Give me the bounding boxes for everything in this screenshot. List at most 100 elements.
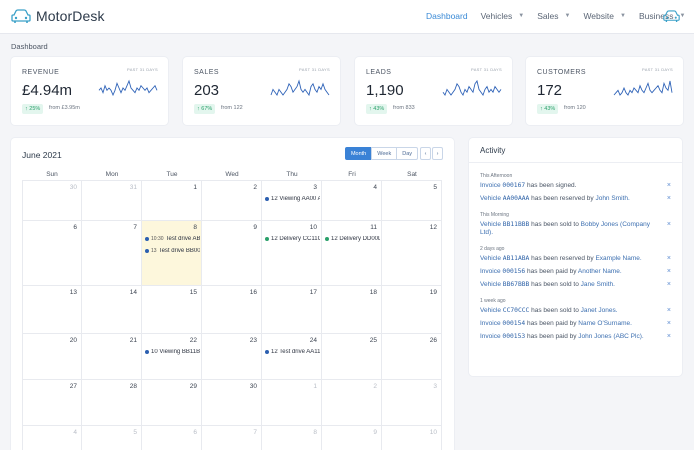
stat-card-customers[interactable]: CUSTOMERS PAST 31 DAYS 172 ↑ 43% from 120: [526, 57, 683, 125]
calendar-day[interactable]: 4: [22, 426, 82, 450]
stat-card-sales[interactable]: SALES PAST 31 DAYS 203 ↑ 67% from 122: [183, 57, 340, 125]
calendar-day[interactable]: 23: [202, 334, 262, 379]
activity-ref[interactable]: 000153: [502, 333, 526, 340]
activity-ref[interactable]: AB11ABA: [502, 255, 530, 262]
calendar-day[interactable]: 30: [22, 181, 82, 220]
calendar-day[interactable]: 10 12 Delivery CC11CCC: [262, 221, 322, 285]
activity-item[interactable]: Invoice 000156 has been paid by Another …: [480, 268, 672, 276]
car-menu-button[interactable]: [663, 9, 680, 25]
calendar-day[interactable]: 5: [82, 426, 142, 450]
calendar-day[interactable]: 13: [22, 286, 82, 333]
activity-item[interactable]: Vehicle BB67BBB has been sold to Jane Sm…: [480, 281, 672, 289]
calendar-day[interactable]: 19: [382, 286, 442, 333]
activity-ref[interactable]: 000156: [502, 268, 526, 275]
calendar-day[interactable]: 29: [142, 380, 202, 425]
day-number: 14: [129, 289, 137, 296]
close-icon[interactable]: ×: [666, 268, 671, 275]
calendar-day[interactable]: 8: [262, 426, 322, 450]
calendar-day[interactable]: 10: [382, 426, 442, 450]
close-icon[interactable]: ×: [666, 195, 671, 202]
close-icon[interactable]: ×: [666, 333, 671, 340]
next-month-button[interactable]: ›: [432, 147, 443, 160]
activity-text: Another Name.: [577, 268, 622, 275]
calendar-day[interactable]: 6: [142, 426, 202, 450]
calendar-event[interactable]: 12 Viewing AA00 AAA: [265, 196, 320, 202]
calendar-event[interactable]: 12 Delivery CC11CCC: [265, 236, 320, 242]
calendar-day[interactable]: 15: [142, 286, 202, 333]
activity-text: has been reserved by: [529, 255, 596, 262]
calendar-day[interactable]: 3: [382, 380, 442, 425]
event-dot-icon: [265, 350, 269, 354]
activity-item[interactable]: Vehicle AA00AAA has been reserved by Joh…: [480, 195, 672, 203]
nav-item-business[interactable]: Business ▼: [639, 11, 685, 21]
calendar-event[interactable]: 10 Viewing BB11BBB: [145, 349, 200, 355]
calendar-day[interactable]: 14: [82, 286, 142, 333]
calendar-day[interactable]: 16: [202, 286, 262, 333]
calendar-day[interactable]: 4: [322, 181, 382, 220]
calendar-day[interactable]: 20: [22, 334, 82, 379]
view-week-button[interactable]: Week: [371, 147, 398, 160]
activity-ref[interactable]: 000167: [502, 182, 526, 189]
nav-item-vehicles[interactable]: Vehicles ▼: [481, 11, 525, 21]
activity-item[interactable]: Invoice 000153 has been paid by John Jon…: [480, 333, 672, 341]
close-icon[interactable]: ×: [666, 221, 671, 228]
calendar-day[interactable]: 3 12 Viewing AA00 AAA: [262, 181, 322, 220]
calendar-day[interactable]: 11 12 Delivery DD00DDD: [322, 221, 382, 285]
logo[interactable]: MotorDesk: [11, 8, 105, 24]
calendar-day[interactable]: 25: [322, 334, 382, 379]
prev-month-button[interactable]: ‹: [420, 147, 431, 160]
nav-item-dashboard[interactable]: Dashboard: [426, 11, 468, 21]
view-month-button[interactable]: Month: [344, 147, 373, 160]
calendar-day[interactable]: 7: [202, 426, 262, 450]
stat-card-leads[interactable]: LEADS PAST 31 DAYS 1,190 ↑ 43% from 833: [355, 57, 512, 125]
activity-item[interactable]: Invoice 000154 has been paid by Name O'S…: [480, 320, 672, 328]
calendar-day[interactable]: 7: [82, 221, 142, 285]
activity-ref[interactable]: 000154: [502, 320, 526, 327]
calendar-day[interactable]: 30: [202, 380, 262, 425]
close-icon[interactable]: ×: [666, 182, 671, 189]
calendar-day[interactable]: 12: [382, 221, 442, 285]
close-icon[interactable]: ×: [666, 320, 671, 327]
calendar-day[interactable]: 22 10 Viewing BB11BBB: [142, 334, 202, 379]
activity-item[interactable]: Vehicle CC70CCC has been sold to Janet J…: [480, 307, 672, 315]
calendar-day[interactable]: 18: [322, 286, 382, 333]
nav-item-website[interactable]: Website ▼: [583, 11, 626, 21]
activity-ref[interactable]: BB11BBB: [502, 221, 530, 228]
calendar-day[interactable]: 27: [22, 380, 82, 425]
calendar-day[interactable]: 9: [322, 426, 382, 450]
calendar-day[interactable]: 2: [322, 380, 382, 425]
activity-item[interactable]: Vehicle AB11ABA has been reserved by Exa…: [480, 255, 672, 263]
activity-text: Invoice: [480, 268, 503, 275]
activity-ref[interactable]: AA00AAA: [502, 195, 530, 202]
close-icon[interactable]: ×: [666, 281, 671, 288]
close-icon[interactable]: ×: [666, 307, 671, 314]
calendar-day[interactable]: 6: [22, 221, 82, 285]
nav-item-sales[interactable]: Sales ▼: [537, 11, 570, 21]
calendar-event[interactable]: 12 Delivery DD00DDD: [325, 236, 380, 242]
calendar-day[interactable]: 26: [382, 334, 442, 379]
calendar-day[interactable]: 28: [82, 380, 142, 425]
calendar-day[interactable]: 21: [82, 334, 142, 379]
activity-ref[interactable]: CC70CCC: [502, 307, 530, 314]
calendar-day[interactable]: 9: [202, 221, 262, 285]
close-icon[interactable]: ×: [666, 255, 671, 262]
activity-item[interactable]: Invoice 000167 has been signed. ×: [480, 182, 672, 190]
calendar-day[interactable]: 1: [262, 380, 322, 425]
activity-ref[interactable]: BB67BBB: [502, 281, 530, 288]
calendar-event[interactable]: 12 Test drive AA11AAA: [265, 349, 320, 355]
stat-card-revenue[interactable]: REVENUE PAST 31 DAYS £4.94m ↑ 25% from £3.95…: [11, 57, 168, 125]
calendar-day[interactable]: 31: [82, 181, 142, 220]
view-day-button[interactable]: Day: [396, 147, 418, 160]
calendar-day[interactable]: 2: [202, 181, 262, 220]
stat-period: PAST 31 DAYS: [642, 67, 673, 72]
calendar-day[interactable]: 17: [262, 286, 322, 333]
activity-item[interactable]: Vehicle BB11BBB has been sold to Bobby J…: [480, 221, 672, 237]
calendar-day[interactable]: 24 12 Test drive AA11AAA: [262, 334, 322, 379]
calendar-day[interactable]: 5: [382, 181, 442, 220]
calendar-day[interactable]: 1: [142, 181, 202, 220]
sparkline: [98, 79, 158, 97]
day-number: 1: [193, 184, 197, 191]
